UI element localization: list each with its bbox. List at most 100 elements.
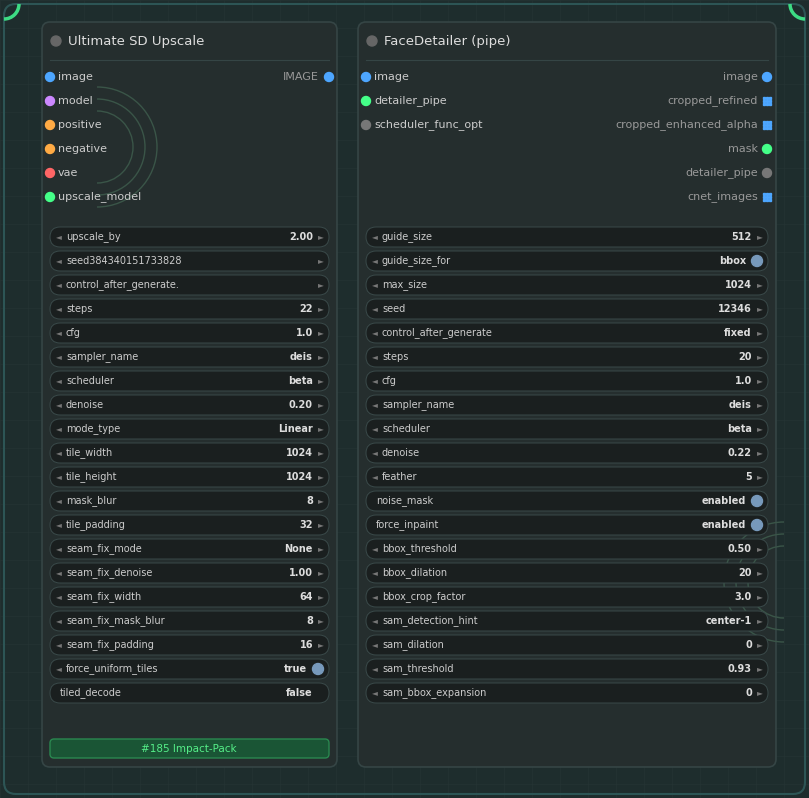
FancyBboxPatch shape xyxy=(366,611,768,631)
Bar xyxy=(763,127,765,129)
Text: 20: 20 xyxy=(739,568,752,578)
FancyBboxPatch shape xyxy=(366,419,768,439)
Text: Linear: Linear xyxy=(278,424,313,434)
Text: upscale_by: upscale_by xyxy=(66,231,121,243)
Text: ◄: ◄ xyxy=(372,425,378,433)
FancyBboxPatch shape xyxy=(366,371,768,391)
Text: ►: ► xyxy=(757,617,763,626)
Text: ◄: ◄ xyxy=(56,472,61,481)
Text: feather: feather xyxy=(382,472,417,482)
Text: ◄: ◄ xyxy=(372,281,378,290)
Text: ◄: ◄ xyxy=(372,232,378,242)
FancyBboxPatch shape xyxy=(50,467,329,487)
FancyBboxPatch shape xyxy=(50,323,329,343)
FancyBboxPatch shape xyxy=(366,323,768,343)
Text: 3.0: 3.0 xyxy=(735,592,752,602)
Text: ►: ► xyxy=(318,305,324,314)
Circle shape xyxy=(752,496,763,507)
Text: ►: ► xyxy=(757,544,763,554)
Circle shape xyxy=(763,168,772,177)
Text: 0.22: 0.22 xyxy=(728,448,752,458)
Text: ►: ► xyxy=(757,448,763,457)
Text: denoise: denoise xyxy=(66,400,104,410)
Text: ◄: ◄ xyxy=(372,329,378,338)
FancyBboxPatch shape xyxy=(42,22,337,767)
Text: false: false xyxy=(286,688,313,698)
Text: 1.0: 1.0 xyxy=(735,376,752,386)
Text: ◄: ◄ xyxy=(56,665,61,674)
Bar xyxy=(766,127,768,129)
Text: scheduler: scheduler xyxy=(382,424,430,434)
Bar xyxy=(763,199,765,201)
Text: ◄: ◄ xyxy=(372,472,378,481)
Text: ◄: ◄ xyxy=(56,377,61,385)
FancyBboxPatch shape xyxy=(50,299,329,319)
Text: force_uniform_tiles: force_uniform_tiles xyxy=(66,664,159,674)
Text: ◄: ◄ xyxy=(56,305,61,314)
Bar xyxy=(769,120,771,123)
Text: guide_size_for: guide_size_for xyxy=(382,255,451,267)
FancyBboxPatch shape xyxy=(366,443,768,463)
Bar xyxy=(766,196,768,198)
Text: ◄: ◄ xyxy=(372,641,378,650)
Text: ◄: ◄ xyxy=(56,520,61,530)
Text: control_after_generate: control_after_generate xyxy=(382,327,493,338)
Bar xyxy=(769,127,771,129)
Bar xyxy=(763,124,765,126)
Text: ◄: ◄ xyxy=(56,592,61,602)
FancyBboxPatch shape xyxy=(366,683,768,703)
Circle shape xyxy=(45,120,54,129)
Text: 1024: 1024 xyxy=(286,448,313,458)
Text: ►: ► xyxy=(757,353,763,361)
Circle shape xyxy=(45,97,54,105)
Text: bbox_threshold: bbox_threshold xyxy=(382,543,457,555)
Text: image: image xyxy=(374,72,409,82)
FancyBboxPatch shape xyxy=(366,515,768,535)
Text: seed384340151733828: seed384340151733828 xyxy=(66,256,181,266)
Text: seam_fix_denoise: seam_fix_denoise xyxy=(66,567,152,579)
Text: scheduler: scheduler xyxy=(66,376,114,386)
Text: Ultimate SD Upscale: Ultimate SD Upscale xyxy=(68,34,205,48)
Text: 2.00: 2.00 xyxy=(289,232,313,242)
FancyBboxPatch shape xyxy=(366,563,768,583)
Bar xyxy=(769,100,771,102)
FancyBboxPatch shape xyxy=(366,539,768,559)
Text: ►: ► xyxy=(318,568,324,578)
Text: ►: ► xyxy=(757,232,763,242)
Text: cropped_enhanced_alpha: cropped_enhanced_alpha xyxy=(616,120,758,130)
Text: fixed: fixed xyxy=(724,328,752,338)
Text: sam_bbox_expansion: sam_bbox_expansion xyxy=(382,688,486,698)
Text: seam_fix_width: seam_fix_width xyxy=(66,591,142,602)
Text: ◄: ◄ xyxy=(372,665,378,674)
Text: ►: ► xyxy=(318,472,324,481)
Text: ►: ► xyxy=(757,665,763,674)
Text: true: true xyxy=(284,664,307,674)
Text: ►: ► xyxy=(757,641,763,650)
Text: enabled: enabled xyxy=(701,520,746,530)
Circle shape xyxy=(362,120,371,129)
FancyBboxPatch shape xyxy=(50,347,329,367)
FancyBboxPatch shape xyxy=(50,443,329,463)
Text: ►: ► xyxy=(318,353,324,361)
Bar xyxy=(766,120,768,123)
FancyBboxPatch shape xyxy=(50,539,329,559)
Text: sam_threshold: sam_threshold xyxy=(382,664,454,674)
Bar xyxy=(766,124,768,126)
Text: detailer_pipe: detailer_pipe xyxy=(685,168,758,179)
FancyBboxPatch shape xyxy=(50,251,329,271)
Circle shape xyxy=(763,73,772,81)
Text: ►: ► xyxy=(318,377,324,385)
Text: ►: ► xyxy=(757,305,763,314)
Text: ►: ► xyxy=(757,401,763,409)
Text: ◄: ◄ xyxy=(372,353,378,361)
Text: bbox_dilation: bbox_dilation xyxy=(382,567,447,579)
Text: 0.20: 0.20 xyxy=(289,400,313,410)
Text: cnet_images: cnet_images xyxy=(688,192,758,203)
Text: tile_width: tile_width xyxy=(66,448,113,459)
Text: scheduler_func_opt: scheduler_func_opt xyxy=(374,120,482,130)
Circle shape xyxy=(752,519,763,531)
FancyBboxPatch shape xyxy=(358,22,776,767)
Circle shape xyxy=(362,73,371,81)
Text: ◄: ◄ xyxy=(372,256,378,266)
Text: image: image xyxy=(58,72,93,82)
